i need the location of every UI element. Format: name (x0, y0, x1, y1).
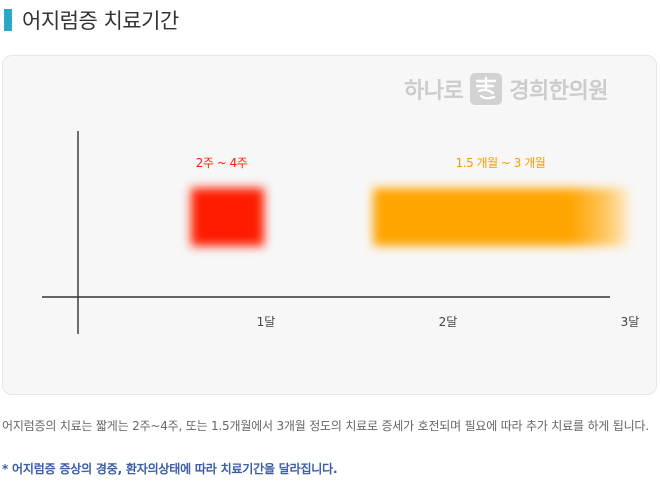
range-label-2: 1.5 개월 ~ 3 개월 (456, 156, 546, 170)
x-tick-label-1: 1달 (257, 315, 276, 329)
range-label-1: 2주 ~ 4주 (196, 156, 248, 170)
range-bar-2 (373, 188, 628, 246)
x-tick-label-2: 2달 (439, 315, 458, 329)
ki-character-seal-icon (470, 73, 503, 105)
brand-name-right: 경희한의원 (509, 78, 608, 104)
range-bar-1 (191, 188, 264, 246)
treatment-description: 어지럼증의 치료는 짧게는 2주~4주, 또는 1.5개월에서 3개월 정도의 … (2, 419, 649, 433)
x-tick-label-3: 3달 (621, 315, 640, 329)
brand-name-left: 하나로 (404, 78, 464, 104)
treatment-note: * 어지럼증 증상의 경중, 환자의상태에 따라 치료기간을 달라집니다. (2, 462, 338, 476)
brand-logo: 하나로 경희한의원 (404, 66, 608, 112)
page-header: 어지럼증 치료기간 (4, 6, 179, 34)
page-title: 어지럼증 치료기간 (22, 9, 179, 33)
title-marker (4, 9, 12, 31)
